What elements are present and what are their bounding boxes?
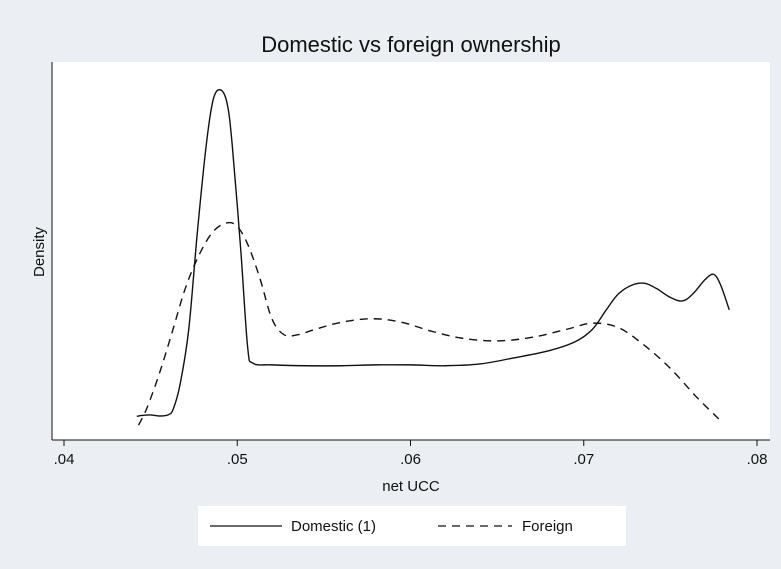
x-tick-label: .07 bbox=[573, 451, 594, 468]
legend-label-domestic: Domestic (1) bbox=[291, 518, 376, 535]
x-tick-label: .08 bbox=[747, 451, 768, 468]
legend-label-foreign: Foreign bbox=[522, 518, 573, 535]
chart-title: Domestic vs foreign ownership bbox=[261, 32, 561, 57]
x-tick-label: .05 bbox=[227, 451, 248, 468]
x-tick-group: .04 .05 .06 .07 .08 bbox=[54, 440, 768, 468]
series-line-domestic-1 bbox=[136, 89, 730, 418]
series-layer bbox=[136, 89, 730, 426]
x-tick-label: .04 bbox=[54, 451, 75, 468]
series-line-foreign bbox=[137, 221, 720, 426]
x-tick-label: .06 bbox=[400, 451, 421, 468]
x-axis-label: net UCC bbox=[382, 478, 440, 495]
y-axis-label: Density bbox=[31, 226, 48, 277]
legend: Domestic (1) Foreign bbox=[198, 506, 626, 546]
plot-area bbox=[52, 62, 770, 440]
